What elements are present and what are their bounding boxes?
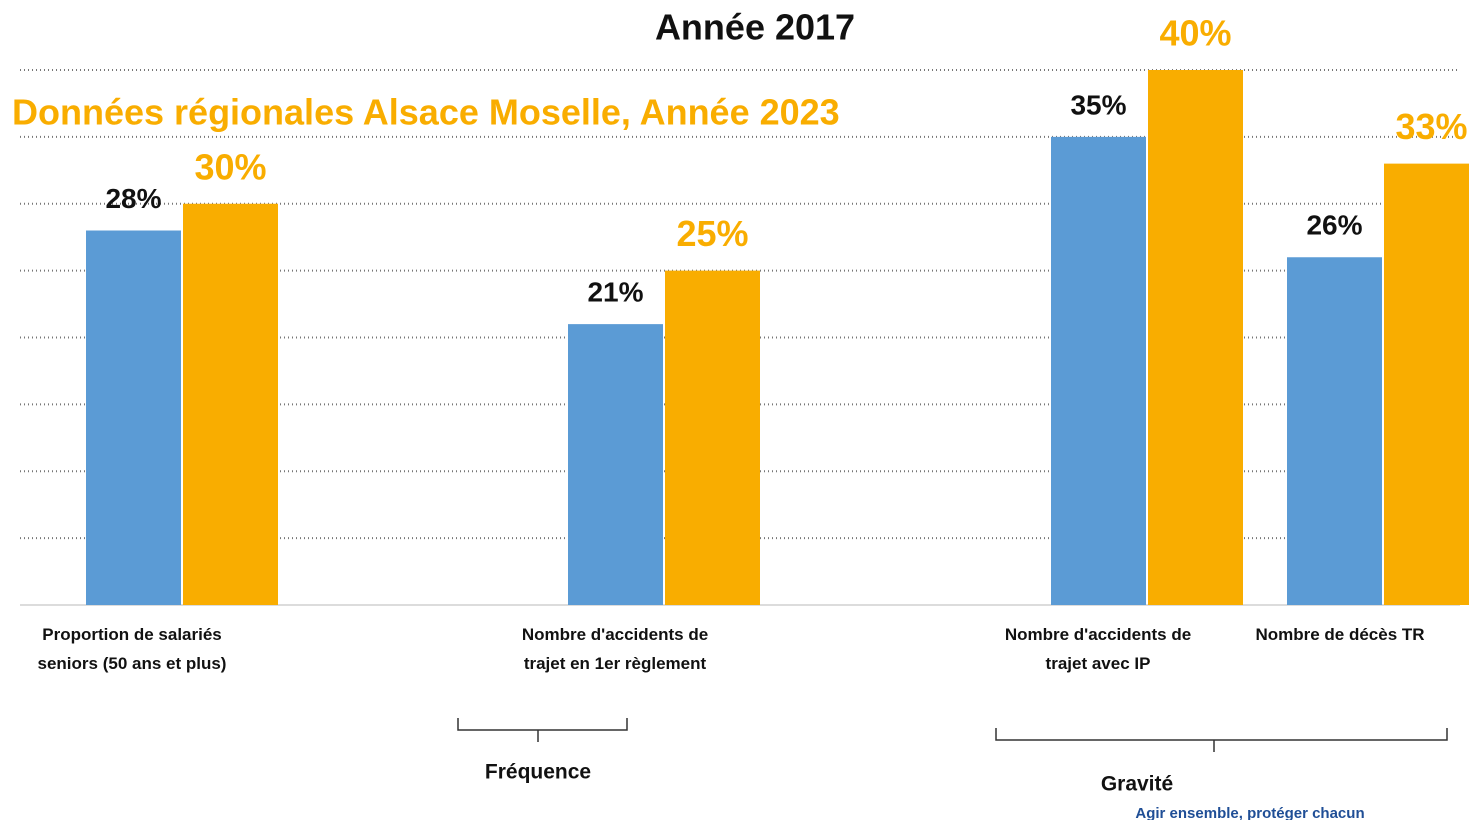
x-tick-label: Nombre d'accidents de trajet avec IP — [1004, 625, 1192, 673]
group-label: Gravité — [1101, 773, 1173, 796]
bar — [1287, 257, 1382, 605]
data-label: 21% — [587, 277, 643, 308]
data-label: 28% — [105, 183, 161, 214]
group-label: Fréquence — [485, 761, 591, 784]
x-tick-label: Proportion de salariés seniors (50 ans e… — [37, 625, 227, 673]
bracket — [457, 718, 628, 742]
data-label: 40% — [1159, 13, 1231, 54]
bar — [568, 324, 663, 605]
data-label: 26% — [1306, 210, 1362, 241]
x-tick-label: Nombre d'accidents de trajet en 1er règl… — [521, 625, 709, 673]
data-label: 35% — [1070, 89, 1126, 120]
footer: Agir ensemble, protéger chacun — [1135, 805, 1364, 820]
subtitle: Données régionales Alsace Moselle, Année… — [12, 92, 840, 133]
bar — [665, 270, 760, 605]
data-label: 33% — [1395, 106, 1467, 147]
chart-title: Année 2017 — [655, 7, 855, 48]
bar — [1051, 136, 1146, 605]
data-label: 30% — [194, 146, 266, 187]
bracket — [995, 728, 1448, 752]
bar — [1148, 70, 1243, 605]
x-tick-label: Nombre de décès TR — [1255, 625, 1425, 644]
bar — [1384, 163, 1469, 605]
bar — [86, 230, 181, 605]
bar — [183, 203, 278, 605]
data-label: 25% — [676, 213, 748, 254]
